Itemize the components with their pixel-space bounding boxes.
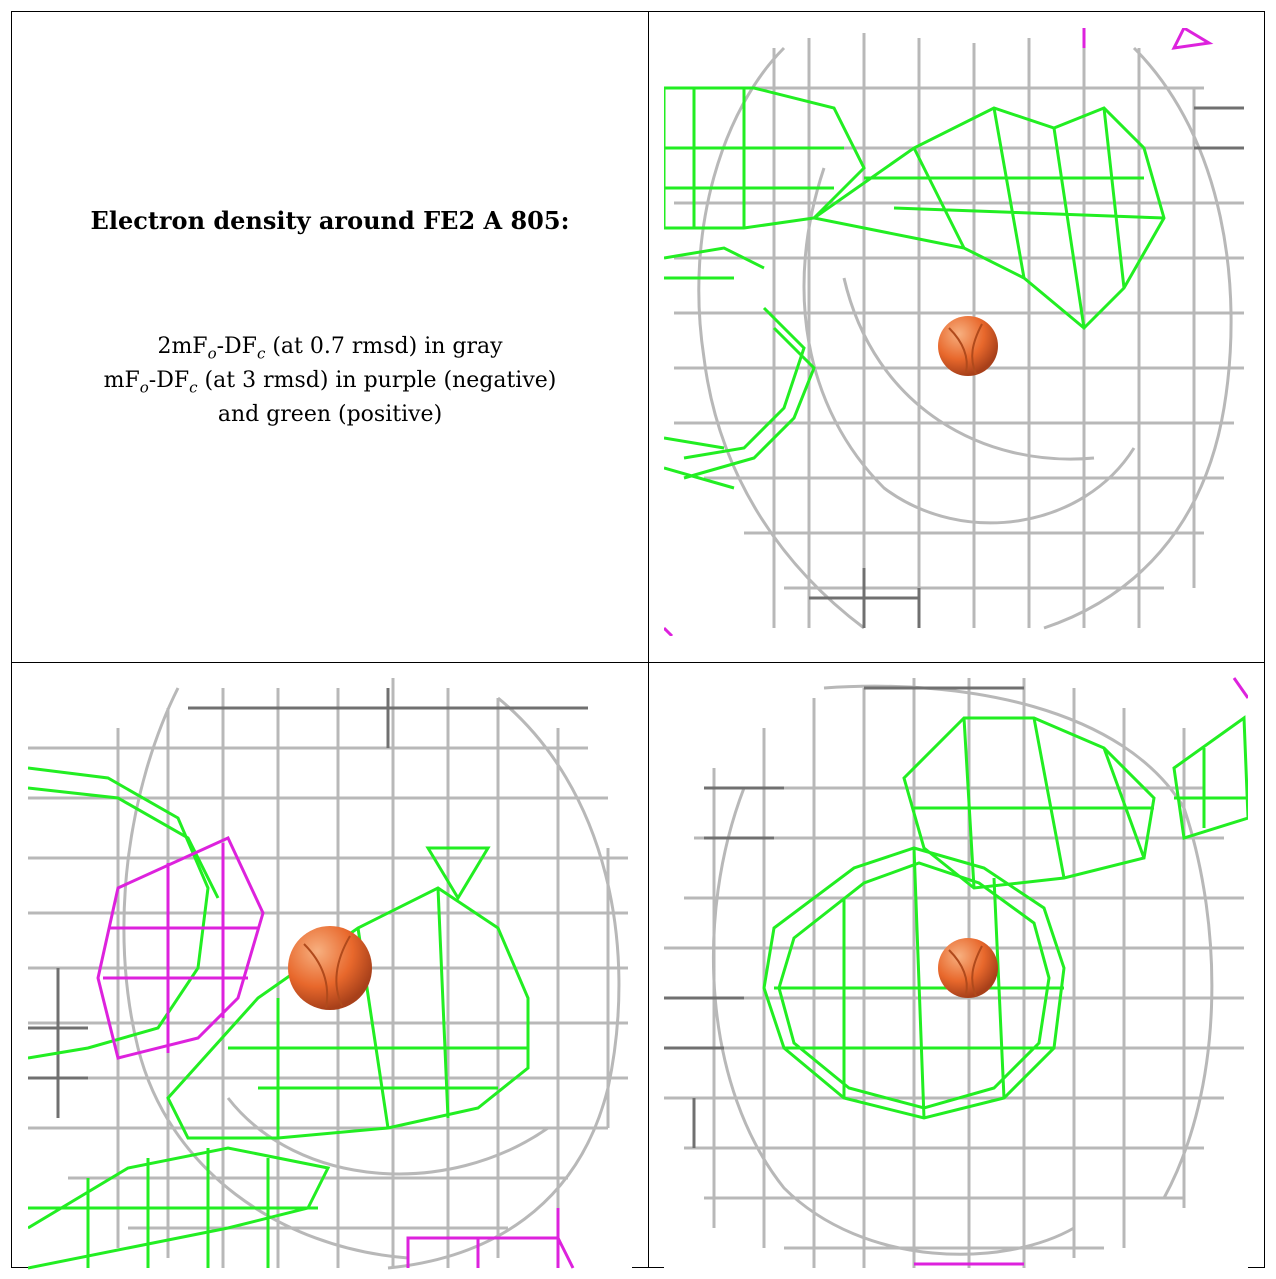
caption-title: Electron density around FE2 A 805: <box>90 206 570 235</box>
density-view-2 <box>28 668 632 1272</box>
negative-mesh <box>914 677 1248 1266</box>
caption-line-mfo: mFo-DFc (at 3 rmsd) in purple (negative) <box>103 368 557 397</box>
caption-cell: Electron density around FE2 A 805: 2mFo-… <box>12 12 648 662</box>
negative-mesh <box>96 836 575 1269</box>
caption-line-2mfo: 2mFo-DFc (at 0.7 rmsd) in gray <box>157 334 503 363</box>
negative-mesh <box>664 28 1214 636</box>
density-view-1 <box>664 28 1248 636</box>
fe2-atom <box>938 316 998 376</box>
density-mesh-3 <box>664 677 1248 1268</box>
positive-mesh <box>664 86 1166 490</box>
fe2-atom <box>938 938 998 998</box>
column-divider <box>648 11 649 1268</box>
gray-mesh <box>674 33 1244 630</box>
positive-mesh <box>28 766 530 1270</box>
dark-mesh <box>664 686 1024 1148</box>
positive-mesh <box>762 715 1248 1120</box>
density-mesh-2 <box>28 678 628 1270</box>
row-divider <box>11 662 1265 663</box>
dark-mesh <box>28 688 588 1118</box>
figure-frame <box>11 11 1265 1268</box>
dark-mesh <box>809 106 1244 628</box>
density-mesh-1 <box>664 28 1244 636</box>
fe2-atom <box>288 926 372 1010</box>
density-view-3 <box>664 668 1248 1272</box>
caption-line-green: and green (positive) <box>217 402 443 427</box>
